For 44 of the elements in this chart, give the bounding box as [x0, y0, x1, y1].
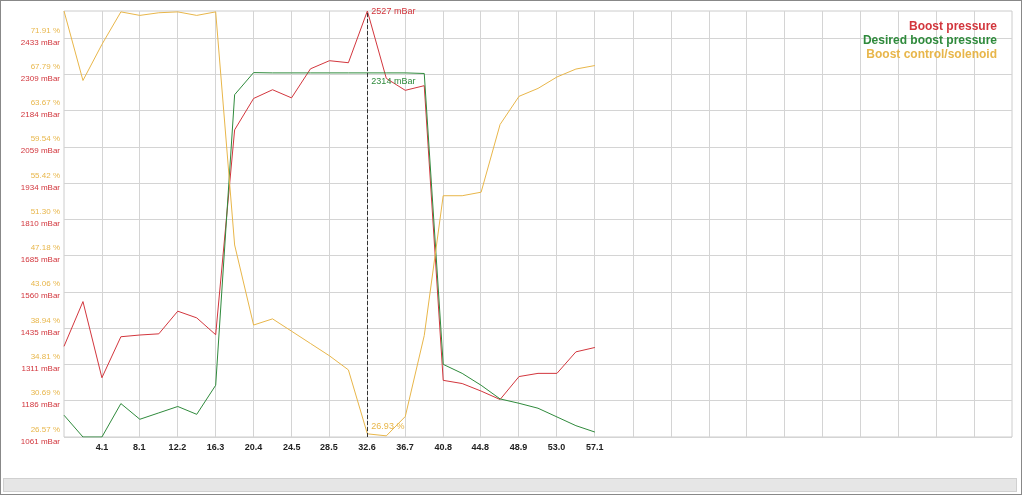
- y2-tick-label: 26.57 %: [30, 424, 60, 434]
- data-label: 2314 mBar: [371, 75, 416, 86]
- data-label: 2527 mBar: [371, 6, 416, 16]
- y-tick-label: 1186 mBar: [21, 400, 61, 410]
- x-tick-label: 12.2: [168, 441, 187, 452]
- x-tick-label: 32.6: [358, 441, 376, 452]
- y2-tick-label: 55.42 %: [30, 170, 60, 180]
- y2-tick-label: 63.67 %: [30, 98, 60, 108]
- x-tick-label: 24.5: [282, 441, 301, 452]
- x-tick-label: 40.8: [434, 441, 452, 452]
- text: Desired boost pressure: [862, 33, 998, 47]
- y-tick-label: 1934 mBar: [20, 182, 61, 192]
- y-tick-label: 2309 mBar: [20, 73, 61, 83]
- y-tick-label: 2184 mBar: [20, 110, 61, 120]
- x-tick-label: 44.8: [471, 441, 490, 452]
- y2-tick-label: 47.18 %: [30, 243, 60, 253]
- y2-tick-label: 51.30 %: [30, 206, 60, 216]
- data-label: 26.93 %: [371, 420, 405, 431]
- y-tick-label: 1685 mBar: [20, 255, 61, 265]
- x-tick-label: 20.4: [244, 441, 263, 452]
- text: Boost control/solenoid: [866, 47, 997, 61]
- x-tick-label: 53.0: [547, 441, 566, 452]
- y-tick-label: 1311 mBar: [21, 363, 61, 373]
- y-tick-label: 2433 mBar: [20, 37, 61, 47]
- x-tick-label: 48.9: [509, 441, 528, 452]
- y-tick-label: 1560 mBar: [20, 291, 61, 301]
- x-tick-label: 4.1: [95, 441, 109, 452]
- y2-tick-label: 34.81 %: [30, 352, 60, 362]
- x-tick-label: 36.7: [396, 441, 414, 452]
- y-tick-label: 1810 mBar: [20, 218, 61, 228]
- y-tick-label: 1435 mBar: [20, 327, 61, 337]
- y-tick-label: 1061 mBar: [20, 436, 61, 446]
- y2-tick-label: 43.06 %: [30, 279, 60, 289]
- y2-tick-label: 67.79 %: [30, 61, 60, 71]
- y-tick-label: 2059 mBar: [20, 146, 61, 156]
- text: Boost pressure: [908, 19, 998, 33]
- x-tick-label: 16.3: [206, 441, 225, 452]
- y2-tick-label: 71.91 %: [30, 25, 60, 35]
- x-tick-label: 28.5: [320, 441, 338, 452]
- y2-tick-label: 59.54 %: [30, 134, 60, 144]
- x-tick-label: 57.1: [585, 441, 604, 452]
- y2-tick-label: 30.69 %: [30, 388, 60, 398]
- y2-tick-label: 38.94 %: [30, 315, 60, 325]
- x-tick-label: 8.1: [133, 441, 146, 452]
